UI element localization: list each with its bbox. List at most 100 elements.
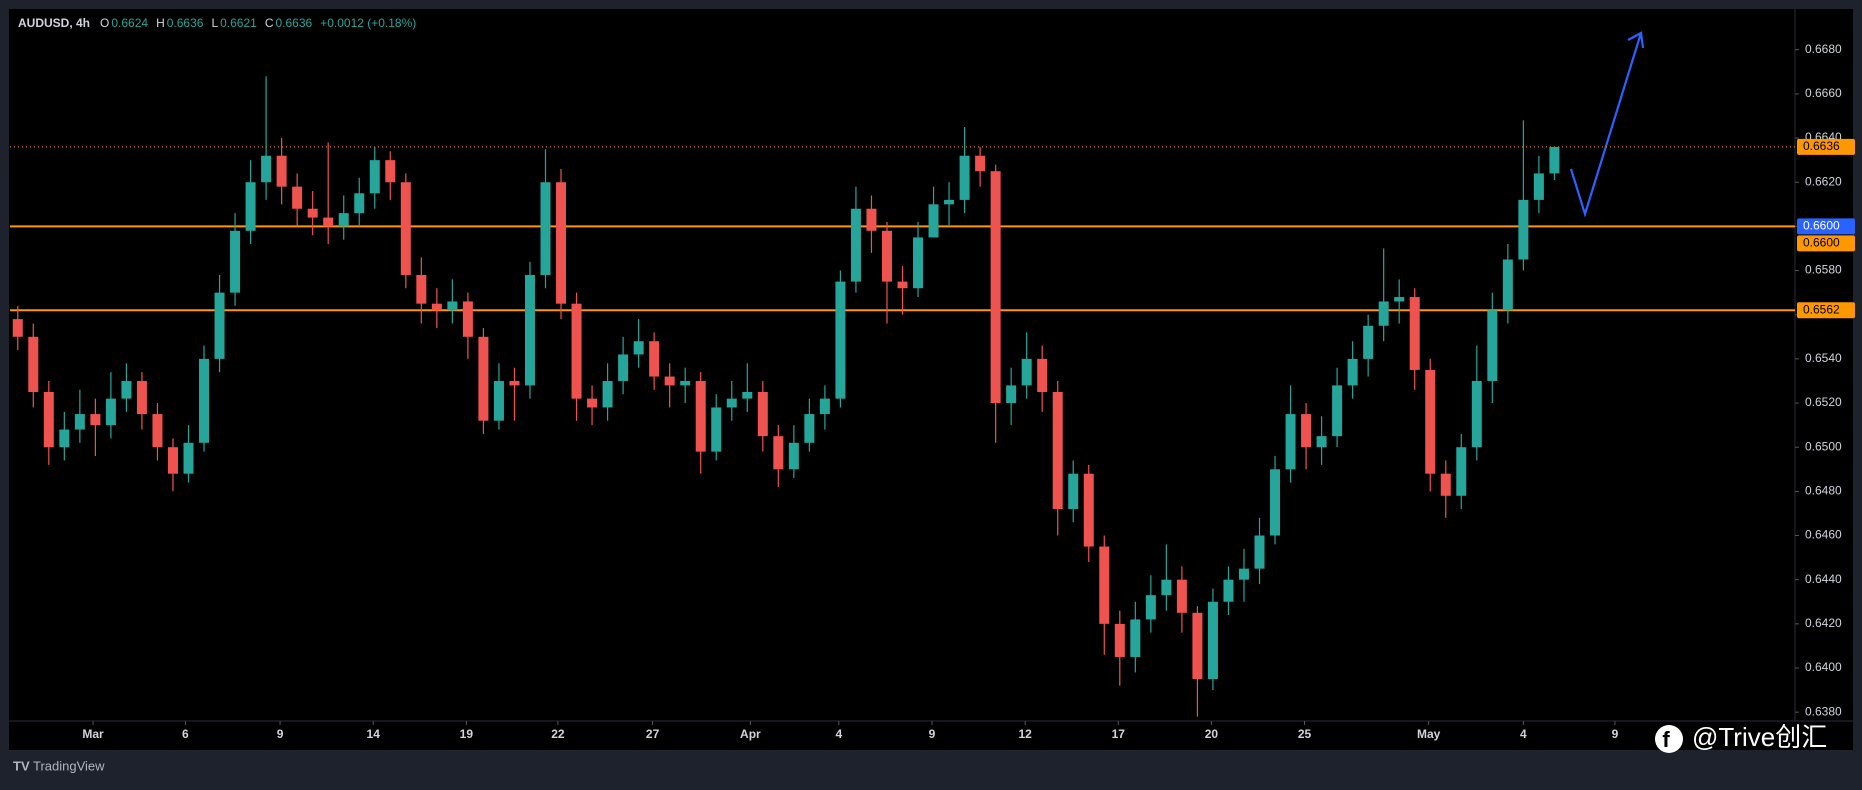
candle-body: [261, 155, 272, 183]
header-title: AUDUSD, 4h: [18, 16, 90, 30]
price-label: 0.6636: [1803, 139, 1840, 153]
candle-body: [121, 380, 132, 399]
x-tick-label: 14: [367, 727, 381, 741]
header-key: O: [100, 16, 109, 30]
y-tick-label: 0.6620: [1805, 174, 1842, 188]
candle-body: [1207, 601, 1218, 680]
candle-body: [1440, 473, 1451, 496]
candle-body: [897, 281, 908, 289]
candle-body: [59, 429, 70, 448]
candle-body: [136, 380, 147, 415]
candle-body: [1471, 380, 1482, 448]
x-tick-label: Apr: [740, 727, 761, 741]
candle-body: [804, 414, 815, 443]
candle-body: [12, 319, 23, 337]
header-value: 0.6636: [276, 16, 313, 30]
candle-body: [493, 380, 504, 421]
x-tick-label: 22: [551, 727, 565, 741]
header-key: C: [265, 16, 274, 30]
candle-body: [1332, 385, 1343, 437]
candle-body: [680, 380, 691, 386]
candle-body: [1347, 358, 1358, 386]
candle-body: [1518, 199, 1529, 260]
candle-body: [524, 274, 535, 386]
candle-body: [74, 414, 85, 430]
x-tick-label: 9: [1612, 727, 1619, 741]
y-tick-label: 0.6440: [1805, 572, 1842, 586]
y-tick-label: 0.6420: [1805, 616, 1842, 630]
candles: [12, 76, 1560, 717]
candle-body: [431, 303, 442, 311]
candle-body: [1068, 473, 1079, 510]
candle-body: [90, 414, 101, 426]
candle-body: [230, 230, 241, 293]
candle-body: [199, 358, 210, 443]
candle-body: [913, 237, 924, 289]
annotation-arrow: [1569, 31, 1645, 218]
x-tick-label: 9: [929, 727, 936, 741]
x-tick-label: 9: [277, 727, 284, 741]
candle-body: [649, 341, 660, 377]
price-label-box: [1797, 302, 1855, 319]
candle-body: [587, 398, 598, 408]
candle-body: [167, 447, 178, 474]
candle-body: [1456, 447, 1467, 496]
candle-body: [478, 336, 489, 421]
candle-body: [850, 208, 861, 282]
price-label-box: [1797, 218, 1855, 235]
candle-body: [1254, 535, 1265, 569]
header-value: 0.6621: [220, 16, 257, 30]
brand-logo: TV: [13, 758, 30, 773]
candle-body: [773, 436, 784, 470]
candle-body: [959, 155, 970, 200]
candle-body: [664, 376, 675, 386]
candle-body: [819, 398, 830, 415]
candle-body: [975, 155, 986, 172]
candle-body: [602, 380, 613, 408]
candle-body: [447, 301, 458, 311]
candle-body: [1316, 436, 1327, 448]
candle-body: [1363, 325, 1374, 359]
header-key: L: [211, 16, 218, 30]
candle-body: [28, 336, 39, 392]
header-change: +0.0012 (+0.18%): [320, 16, 416, 30]
arrow-head: [1627, 31, 1645, 49]
candle-body: [1533, 173, 1544, 200]
candle-body: [1099, 546, 1110, 624]
facebook-icon: [1655, 725, 1683, 753]
candle-body: [788, 442, 799, 470]
candle-body: [757, 391, 768, 437]
candle-body: [1021, 358, 1032, 386]
candle-body: [276, 155, 287, 187]
facebook-letter: f: [1662, 727, 1670, 752]
y-tick-label: 0.6580: [1805, 263, 1842, 277]
candle-body: [1238, 568, 1249, 580]
candle-body: [1130, 619, 1141, 657]
candle-body: [323, 217, 334, 227]
candle-body: [152, 414, 163, 448]
x-tick-label: 27: [646, 727, 660, 741]
candle-body: [1223, 579, 1234, 602]
candle-body: [726, 398, 737, 408]
candle-body: [881, 230, 892, 282]
watermark: @Trive创汇: [1692, 722, 1827, 752]
x-tick-label: May: [1417, 727, 1441, 741]
candle-body: [105, 398, 116, 426]
x-tick-label: 20: [1205, 727, 1219, 741]
candle-body: [618, 354, 629, 381]
candle-body: [385, 160, 396, 183]
candle-body: [556, 182, 567, 304]
candle-body: [1285, 414, 1296, 470]
candle-body: [711, 407, 722, 452]
header-value: 0.6624: [111, 16, 148, 30]
candle-body: [509, 380, 520, 386]
price-label: 0.6600: [1803, 219, 1840, 233]
candle-body: [245, 182, 256, 231]
candle-body: [1378, 301, 1389, 326]
arrow-path: [1569, 32, 1643, 218]
candle-body: [928, 204, 939, 238]
watermark-logo: f: [1655, 725, 1683, 753]
x-tick-label: 4: [1520, 727, 1527, 741]
x-tick-label: Mar: [82, 727, 104, 741]
